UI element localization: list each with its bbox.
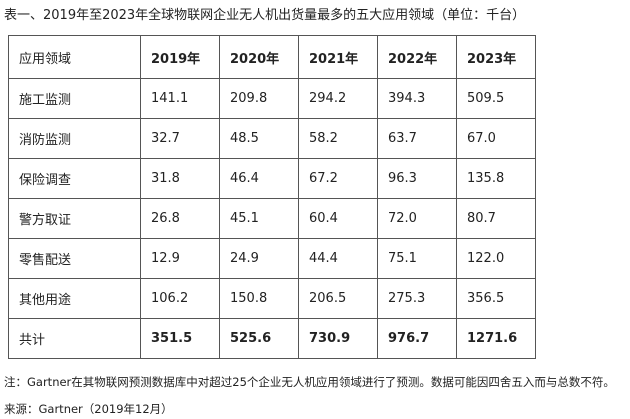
table-row: 施工监测 141.1 209.8 294.2 394.3 509.5 <box>8 78 536 119</box>
table-cell: 294.2 <box>298 78 378 119</box>
table-cell: 394.3 <box>377 78 457 119</box>
table-cell: 12.9 <box>140 238 220 279</box>
source: 来源：Gartner（2019年12月） <box>4 402 173 416</box>
table-cell: 106.2 <box>140 278 220 319</box>
table-cell: 共计 <box>8 318 141 359</box>
table-cell: 80.7 <box>456 198 536 239</box>
table-row: 其他用途 106.2 150.8 206.5 275.3 356.5 <box>8 278 536 319</box>
table-row: 保险调查 31.8 46.4 67.2 96.3 135.8 <box>8 158 536 199</box>
table-cell: 应用领域 <box>8 35 141 79</box>
table-cell: 零售配送 <box>8 238 141 279</box>
table-row: 警方取证 26.8 45.1 60.4 72.0 80.7 <box>8 198 536 239</box>
table-cell: 67.0 <box>456 118 536 159</box>
table-cell: 356.5 <box>456 278 536 319</box>
table-cell: 509.5 <box>456 78 536 119</box>
table-cell: 2022年 <box>377 35 457 79</box>
table-row: 共计 351.5 525.6 730.9 976.7 1271.6 <box>8 318 536 359</box>
table-cell: 96.3 <box>377 158 457 199</box>
table-cell: 2023年 <box>456 35 536 79</box>
table-cell: 2020年 <box>219 35 299 79</box>
table-cell: 2019年 <box>140 35 220 79</box>
table-cell: 209.8 <box>219 78 299 119</box>
table: 应用领域 2019年 2020年 2021年 2022年 2023年 施工监测 141.1 20… <box>8 35 536 359</box>
table-cell: 275.3 <box>377 278 457 319</box>
table-cell: 44.4 <box>298 238 378 279</box>
table-cell: 46.4 <box>219 158 299 199</box>
table-cell: 67.2 <box>298 158 378 199</box>
table-cell: 72.0 <box>377 198 457 239</box>
table-cell: 141.1 <box>140 78 220 119</box>
table-cell: 26.8 <box>140 198 220 239</box>
table-cell: 31.8 <box>140 158 220 199</box>
table-row: 应用领域 2019年 2020年 2021年 2022年 2023年 <box>8 35 536 79</box>
table-cell: 63.7 <box>377 118 457 159</box>
table-body: 应用领域 2019年 2020年 2021年 2022年 2023年 施工监测 141.1 20… <box>8 35 536 359</box>
table-cell: 其他用途 <box>8 278 141 319</box>
table-row: 零售配送 12.9 24.9 44.4 75.1 122.0 <box>8 238 536 279</box>
note: 注：Gartner在其物联网预测数据库中对超过25个企业无人机应用领域进行了预测… <box>4 375 615 389</box>
table-cell: 150.8 <box>219 278 299 319</box>
table-cell: 206.5 <box>298 278 378 319</box>
table-cell: 保险调查 <box>8 158 141 199</box>
table-cell: 135.8 <box>456 158 536 199</box>
table-cell: 32.7 <box>140 118 220 159</box>
table-cell: 施工监测 <box>8 78 141 119</box>
table-cell: 525.6 <box>219 318 299 359</box>
table-cell: 1271.6 <box>456 318 536 359</box>
table-cell: 351.5 <box>140 318 220 359</box>
table-cell: 24.9 <box>219 238 299 279</box>
table-row: 消防监测 32.7 48.5 58.2 63.7 67.0 <box>8 118 536 159</box>
table-cell: 2021年 <box>298 35 378 79</box>
table-cell: 75.1 <box>377 238 457 279</box>
table-cell: 730.9 <box>298 318 378 359</box>
title: 表一、2019年至2023年全球物联网企业无人机出货量最多的五大应用领域（单位：… <box>4 8 526 23</box>
table-cell: 48.5 <box>219 118 299 159</box>
table-cell: 60.4 <box>298 198 378 239</box>
table-cell: 45.1 <box>219 198 299 239</box>
table-cell: 58.2 <box>298 118 378 159</box>
table-cell: 警方取证 <box>8 198 141 239</box>
table-cell: 122.0 <box>456 238 536 279</box>
table-cell: 消防监测 <box>8 118 141 159</box>
table-cell: 976.7 <box>377 318 457 359</box>
